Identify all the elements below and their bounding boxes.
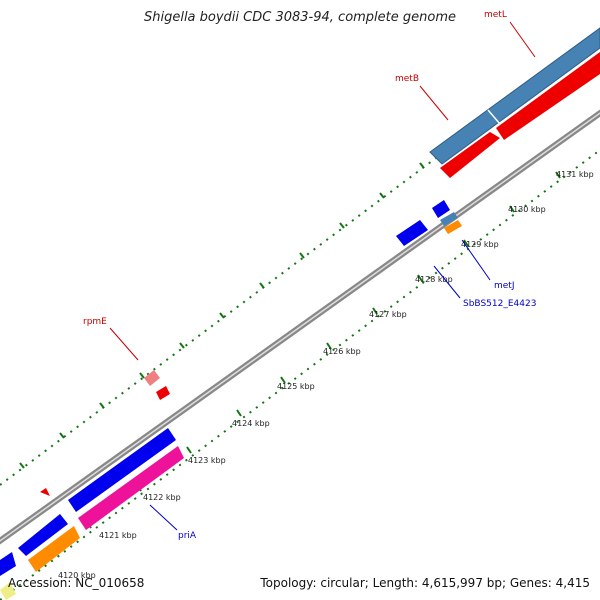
sbbs-leader [433,265,461,299]
genome-backbone-highlight [0,112,600,542]
accession-text: Accession: NC_010658 [8,576,145,590]
map-title: Shigella boydii CDC 3083-94, complete ge… [143,10,457,25]
kbp-label-4125: 4125 kbp [277,382,315,391]
inner-tick-track [0,149,600,600]
gene-priA-arrow[interactable] [78,446,184,530]
gene-label-rpmE: rpmE [83,317,107,327]
gene-blue-edge[interactable] [0,552,16,576]
kbp-label-4128: 4128 kbp [415,275,453,284]
gene-blue-short[interactable] [18,514,68,556]
kbp-label-4120: 4120 kbp [58,571,96,580]
metL-leader [509,21,536,58]
rpmE-leader [109,327,139,361]
gene-label-metJ: metJ [494,281,515,291]
gene-metB-arrow-2[interactable] [496,52,600,140]
kbp-label-4129: 4129 kbp [461,240,499,249]
gene-small-steelblue[interactable] [440,212,458,226]
kbp-label-4126: 4126 kbp [323,347,361,356]
gene-label-metL: metL [484,10,507,20]
gene-small-orange[interactable] [444,220,462,234]
kbp-label-4124: 4124 kbp [232,419,270,428]
kbp-label-4123: 4123 kbp [188,456,226,465]
metB-leader [419,85,449,121]
gene-label-metB: metB [395,74,419,84]
gene-small-red-marker[interactable] [40,488,50,496]
genome-summary-text: Topology: circular; Length: 4,615,997 bp… [260,576,590,590]
gene-metB-arrow-1[interactable] [440,132,500,178]
gene-metJ-arrow[interactable] [396,220,428,246]
gene-rpmE-pink[interactable] [144,370,160,386]
gene-metL-arrow[interactable] [429,27,600,165]
kbp-label-4127: 4127 kbp [369,310,407,319]
priA-leader [149,504,178,531]
kbp-label-4131: 4131 kbp [556,170,594,179]
kbp-label-4130: 4130 kbp [508,205,546,214]
gene-metL-boundary [487,109,501,125]
gene-orange[interactable] [28,526,80,572]
gene-label-priA: priA [178,531,197,541]
gene-label-sbbs: SbBS512_E4423 [463,299,536,309]
kbp-label-4122: 4122 kbp [143,493,181,502]
gene-rpmE-red[interactable] [156,386,170,400]
gene-blue-long[interactable] [68,428,176,512]
gene-yellow-edge[interactable] [0,582,16,600]
gene-small-blue[interactable] [432,200,450,218]
kbp-label-4121: 4121 kbp [99,531,137,540]
metJ-leader [461,239,491,281]
